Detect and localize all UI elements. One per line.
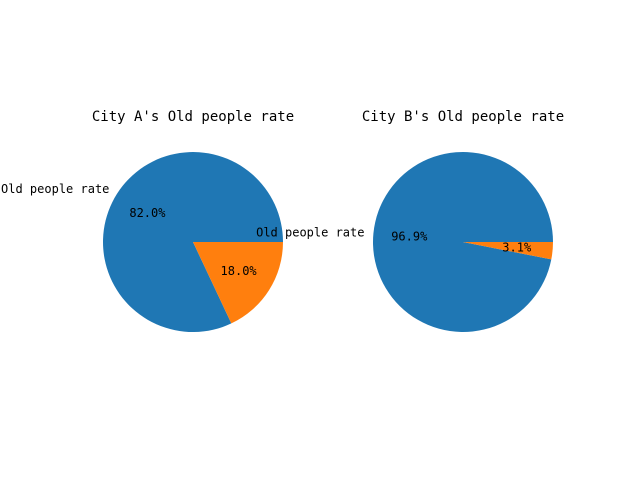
slice-percent-label: 3.1% bbox=[502, 240, 532, 254]
slice-percent-label: 18.0% bbox=[221, 264, 258, 278]
pie-slice bbox=[193, 242, 283, 324]
chart-title: City A's Old people rate bbox=[92, 109, 294, 125]
pie-slice bbox=[463, 242, 553, 260]
slice-label: Old people rate bbox=[256, 225, 364, 239]
pie-chart-city-b: City B's Old people rate 96.9% Old people… bbox=[256, 109, 564, 333]
slice-percent-label: 96.9% bbox=[391, 230, 428, 244]
pie-slice bbox=[373, 152, 553, 333]
pie-chart-city-a: City A's Old people rate 82.0% Old people… bbox=[1, 109, 294, 333]
chart-title: City B's Old people rate bbox=[362, 109, 564, 125]
slice-label: Old people rate bbox=[1, 182, 109, 196]
slice-percent-label: 82.0% bbox=[129, 206, 166, 220]
